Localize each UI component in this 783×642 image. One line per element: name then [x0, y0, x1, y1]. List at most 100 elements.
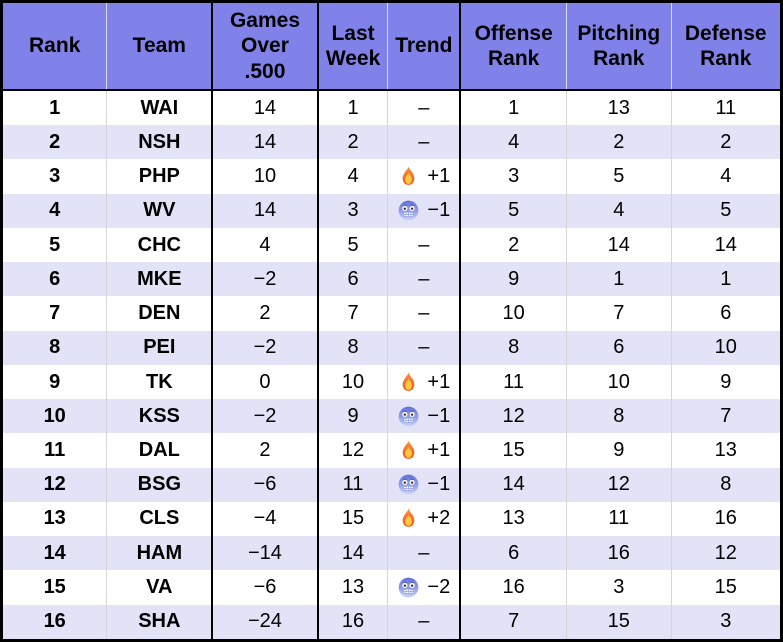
offense-rank-cell: 10	[460, 296, 568, 331]
table-row: 13 CLS −4 15 +2 13 11 16	[1, 501, 782, 537]
last-week-cell: 8	[317, 330, 389, 365]
defense-rank-cell: 6	[671, 296, 782, 331]
pitching-rank-cell: 6	[566, 330, 672, 365]
games-over-500-cell: 4	[212, 227, 319, 263]
pitching-rank-cell: 12	[566, 467, 672, 502]
trend-indicator: –	[390, 131, 457, 154]
trend-delta: +1	[427, 165, 451, 188]
defense-rank-cell: 16	[671, 501, 782, 537]
team-cell: MKE	[106, 262, 214, 297]
team-cell: DEN	[106, 296, 214, 331]
defense-rank-cell: 4	[671, 159, 782, 194]
games-over-500-cell: 0	[212, 364, 319, 400]
trend-indicator: +1	[390, 371, 457, 394]
trend-indicator: −1	[390, 473, 457, 496]
table-row: 10 KSS −2 9 −1 12 8 7	[1, 399, 782, 434]
last-week-cell: 3	[317, 193, 389, 228]
table-row: 11 DAL 2 12 +1 15 9 13	[1, 433, 782, 468]
table-header: Rank Team Games Over .500 Last Week Tren…	[1, 1, 782, 91]
team-cell: SHA	[106, 604, 214, 641]
rank-cell: 10	[1, 399, 108, 434]
last-week-cell: 7	[317, 296, 389, 331]
table-row: 7 DEN 2 7–10 7 6	[1, 296, 782, 331]
offense-rank-cell: 8	[460, 330, 568, 365]
trend-indicator: –	[390, 97, 457, 120]
trend-delta: +1	[427, 370, 451, 393]
offense-rank-cell: 14	[460, 467, 568, 502]
column-header-pitching-rank: Pitching Rank	[566, 1, 672, 91]
fire-icon	[403, 372, 415, 391]
rank-cell: 15	[1, 570, 108, 605]
trend-indicator: –	[390, 234, 457, 257]
cold-face-icon	[399, 577, 419, 598]
rank-cell: 16	[1, 604, 108, 641]
trend-cell: −1	[387, 193, 462, 228]
offense-rank-cell: 4	[460, 125, 568, 160]
last-week-cell: 15	[317, 501, 389, 537]
trend-delta: −1	[427, 404, 451, 427]
rank-cell: 13	[1, 501, 108, 537]
offense-rank-cell: 16	[460, 570, 568, 605]
defense-rank-cell: 14	[671, 227, 782, 263]
team-cell: PHP	[106, 159, 214, 194]
last-week-cell: 1	[317, 90, 389, 126]
last-week-cell: 16	[317, 604, 389, 641]
games-over-500-cell: −14	[212, 536, 319, 571]
offense-rank-cell: 3	[460, 159, 568, 194]
cold-face-icon	[399, 406, 419, 427]
offense-rank-cell: 7	[460, 604, 568, 641]
defense-rank-cell: 5	[671, 193, 782, 228]
rank-cell: 7	[1, 296, 108, 331]
table-row: 5 CHC 4 5–2 14 14	[1, 227, 782, 263]
games-over-500-cell: 2	[212, 296, 319, 331]
team-cell: DAL	[106, 433, 214, 468]
pitching-rank-cell: 3	[566, 570, 672, 605]
games-over-500-cell: 14	[212, 125, 319, 160]
table-row: 6 MKE −2 6–9 1 1	[1, 262, 782, 297]
trend-cell: −2	[387, 570, 462, 605]
pitching-rank-cell: 11	[566, 501, 672, 537]
cold-face-icon	[399, 474, 419, 495]
column-header-games-over-500: Games Over .500	[212, 1, 319, 91]
trend-indicator: –	[390, 268, 457, 291]
rank-cell: 2	[1, 125, 108, 160]
last-week-cell: 10	[317, 364, 389, 400]
trend-delta: +2	[427, 507, 451, 530]
team-cell: WAI	[106, 90, 214, 126]
pitching-rank-cell: 15	[566, 604, 672, 641]
column-header-rank: Rank	[1, 1, 108, 91]
trend-cell: –	[387, 536, 462, 571]
rank-cell: 12	[1, 467, 108, 502]
games-over-500-cell: 14	[212, 90, 319, 126]
last-week-cell: 9	[317, 399, 389, 434]
trend-cell: –	[387, 330, 462, 365]
trend-cell: +1	[387, 159, 462, 194]
trend-delta: –	[418, 233, 430, 256]
last-week-cell: 14	[317, 536, 389, 571]
trend-indicator: –	[390, 542, 457, 565]
trend-delta: –	[418, 130, 430, 153]
column-header-last-week: Last Week	[317, 1, 389, 91]
team-cell: CHC	[106, 227, 214, 263]
table-row: 8 PEI −2 8–8 6 10	[1, 330, 782, 365]
trend-delta: –	[418, 541, 430, 564]
pitching-rank-cell: 10	[566, 364, 672, 400]
column-header-defense-rank: Defense Rank	[671, 1, 782, 91]
trend-indicator: +1	[390, 439, 457, 462]
team-cell: PEI	[106, 330, 214, 365]
trend-indicator: +2	[390, 507, 457, 530]
trend-indicator: −1	[390, 199, 457, 222]
table-row: 15 VA −6 13 −2 16 3 15	[1, 570, 782, 605]
cold-face-icon	[399, 200, 419, 221]
team-cell: VA	[106, 570, 214, 605]
trend-cell: +1	[387, 433, 462, 468]
trend-cell: +1	[387, 364, 462, 400]
table-row: 4 WV 14 3 −1 5 4 5	[1, 193, 782, 228]
trend-indicator: −1	[390, 405, 457, 428]
last-week-cell: 5	[317, 227, 389, 263]
trend-delta: –	[418, 302, 430, 325]
last-week-cell: 12	[317, 433, 389, 468]
trend-delta: −1	[427, 473, 451, 496]
pitching-rank-cell: 14	[566, 227, 672, 263]
column-header-team: Team	[106, 1, 214, 91]
